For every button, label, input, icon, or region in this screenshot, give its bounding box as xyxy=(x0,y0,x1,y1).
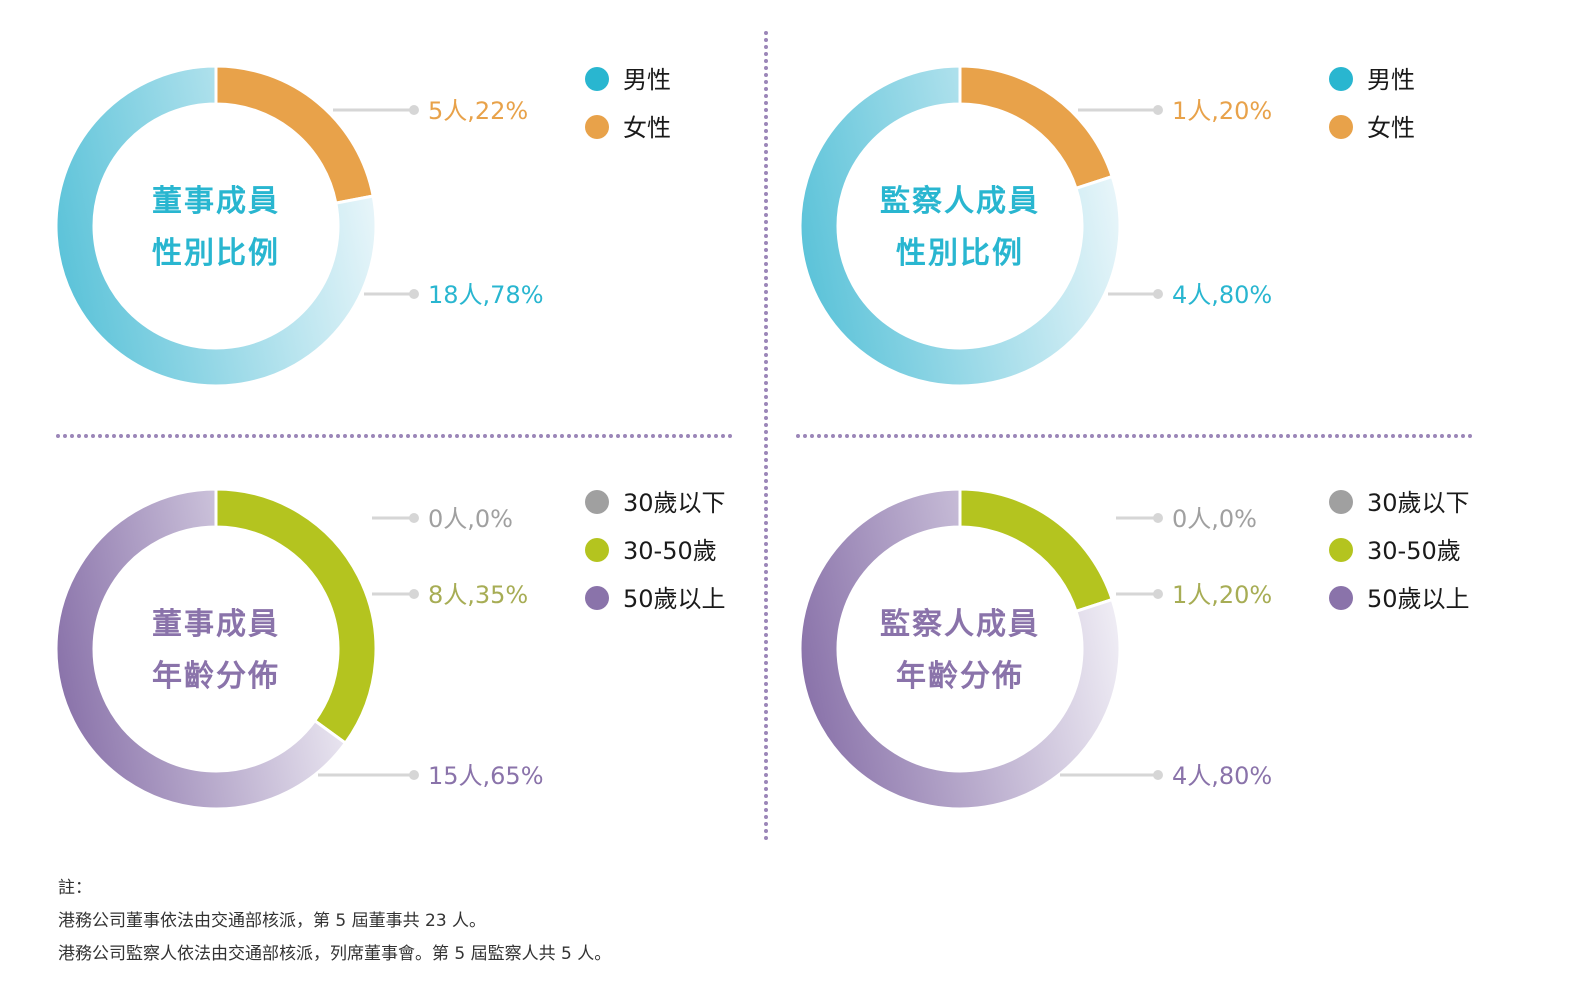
chart-title: 性別比例 xyxy=(152,236,280,271)
leader-dot xyxy=(409,770,419,780)
legend-swatch xyxy=(585,538,609,562)
chart-title: 董事成員 xyxy=(152,184,280,219)
legend-swatch xyxy=(1329,115,1353,139)
leader-dot xyxy=(409,589,419,599)
legend-label: 30-50歲 xyxy=(1367,537,1461,565)
chart-title: 性別比例 xyxy=(896,236,1024,271)
footnote-heading: 註： xyxy=(58,878,92,898)
data-label: 4人,80% xyxy=(1172,762,1272,790)
leader-dot xyxy=(1153,513,1163,523)
donut-slice xyxy=(798,487,1122,811)
data-label: 1人,20% xyxy=(1172,581,1272,609)
legend-label: 30歲以下 xyxy=(623,489,726,517)
data-label: 8人,35% xyxy=(428,581,528,609)
leader-dot xyxy=(409,513,419,523)
legend-label: 50歲以上 xyxy=(1367,585,1470,613)
donut-slice xyxy=(54,487,348,811)
legend-swatch xyxy=(585,586,609,610)
data-label: 4人,80% xyxy=(1172,281,1272,309)
legend-swatch xyxy=(585,490,609,514)
legend-label: 男性 xyxy=(623,66,671,94)
donut-slice xyxy=(214,64,375,205)
leader-dot xyxy=(409,289,419,299)
footnotes: 註： 港務公司董事依法由交通部核派，第 5 屆董事共 23 人。 港務公司監察人… xyxy=(58,872,958,971)
data-label: 1人,20% xyxy=(1172,97,1272,125)
legend-label: 30-50歲 xyxy=(623,537,717,565)
footnote-line-2: 港務公司監察人依法由交通部核派，列席董事會。第 5 屆監察人共 5 人。 xyxy=(58,944,612,964)
legend-swatch xyxy=(585,67,609,91)
footnote-line-1: 港務公司董事依法由交通部核派，第 5 屆董事共 23 人。 xyxy=(58,911,487,931)
leader-dot xyxy=(1153,105,1163,115)
legend-swatch xyxy=(585,115,609,139)
leader-dot xyxy=(409,105,419,115)
chart-title: 監察人成員 xyxy=(880,607,1040,642)
chart-title: 年齡分佈 xyxy=(896,659,1024,694)
legend-swatch xyxy=(1329,490,1353,514)
legend-label: 30歲以下 xyxy=(1367,489,1470,517)
data-label: 18人,78% xyxy=(428,281,544,309)
leader-dot xyxy=(1153,289,1163,299)
chart-title: 年齡分佈 xyxy=(152,659,280,694)
legend-swatch xyxy=(1329,538,1353,562)
leader-dot xyxy=(1153,770,1163,780)
legend-label: 女性 xyxy=(623,114,671,142)
data-label: 5人,22% xyxy=(428,97,528,125)
donut-slice xyxy=(54,64,378,388)
data-label: 15人,65% xyxy=(428,762,544,790)
chart-title: 監察人成員 xyxy=(880,184,1040,219)
legend-swatch xyxy=(1329,586,1353,610)
donut-slice xyxy=(798,64,1122,388)
donut-slice xyxy=(958,487,1115,614)
legend-label: 女性 xyxy=(1367,114,1415,142)
chart-title: 董事成員 xyxy=(152,607,280,642)
data-label: 0人,0% xyxy=(1172,505,1257,533)
leader-dot xyxy=(1153,589,1163,599)
data-label: 0人,0% xyxy=(428,505,513,533)
legend-swatch xyxy=(1329,67,1353,91)
legend-label: 50歲以上 xyxy=(623,585,726,613)
donut-slice xyxy=(958,64,1115,191)
legend-label: 男性 xyxy=(1367,66,1415,94)
